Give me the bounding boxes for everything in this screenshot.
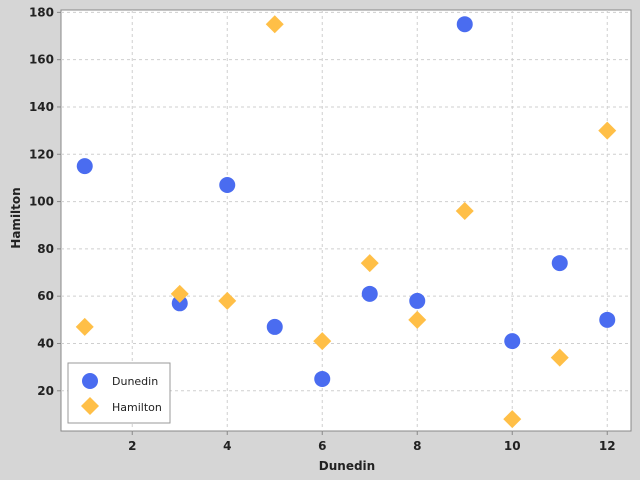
point-hamilton <box>265 15 284 34</box>
y-tick-label: 140 <box>29 100 54 114</box>
y-tick-label: 100 <box>29 195 54 209</box>
point-hamilton <box>75 317 94 336</box>
y-tick-label: 180 <box>29 5 54 19</box>
y-axis-label: Hamilton <box>9 187 23 248</box>
plot-background <box>60 9 632 432</box>
point-hamilton <box>455 202 474 221</box>
point-dunedin <box>409 292 426 309</box>
y-tick-label: 160 <box>29 53 54 67</box>
point-hamilton <box>360 254 379 273</box>
x-tick-label: 8 <box>413 439 421 453</box>
y-tick-label: 20 <box>37 384 54 398</box>
point-hamilton <box>503 410 522 429</box>
x-tick-label: 10 <box>504 439 521 453</box>
point-hamilton <box>170 284 189 303</box>
point-dunedin <box>219 177 236 194</box>
y-tick-label: 80 <box>37 242 54 256</box>
legend-box <box>67 362 171 424</box>
point-dunedin <box>171 295 188 312</box>
grid-lines <box>61 10 631 431</box>
x-axis-label: Dunedin <box>319 459 375 473</box>
data-points <box>75 15 617 429</box>
x-tick-label: 2 <box>128 439 136 453</box>
x-tick-label: 12 <box>599 439 616 453</box>
point-dunedin <box>456 16 473 33</box>
point-hamilton <box>550 348 569 367</box>
point-dunedin <box>76 158 93 175</box>
point-hamilton <box>598 121 617 140</box>
y-tick-label: 120 <box>29 147 54 161</box>
y-tick-labels: 20 40 60 80 100 120 140 160 180 <box>29 5 61 398</box>
legend-marker-dunedin <box>82 373 98 389</box>
legend-label-hamilton: Hamilton <box>112 401 162 414</box>
x-tick-labels: 2 4 6 8 10 12 <box>128 431 616 453</box>
legend: Dunedin Hamilton <box>67 362 171 424</box>
point-hamilton <box>313 332 332 351</box>
y-tick-label: 60 <box>37 289 54 303</box>
point-dunedin <box>266 318 283 335</box>
y-tick-label: 40 <box>37 336 54 350</box>
point-hamilton <box>408 310 427 329</box>
point-hamilton <box>218 291 237 310</box>
x-tick-label: 6 <box>318 439 326 453</box>
point-dunedin <box>361 285 378 302</box>
point-dunedin <box>599 311 616 328</box>
point-dunedin <box>551 255 568 272</box>
legend-marker-hamilton <box>81 397 99 415</box>
x-tick-label: 4 <box>223 439 231 453</box>
legend-label-dunedin: Dunedin <box>112 375 158 388</box>
point-dunedin <box>504 333 521 350</box>
point-dunedin <box>314 370 331 387</box>
